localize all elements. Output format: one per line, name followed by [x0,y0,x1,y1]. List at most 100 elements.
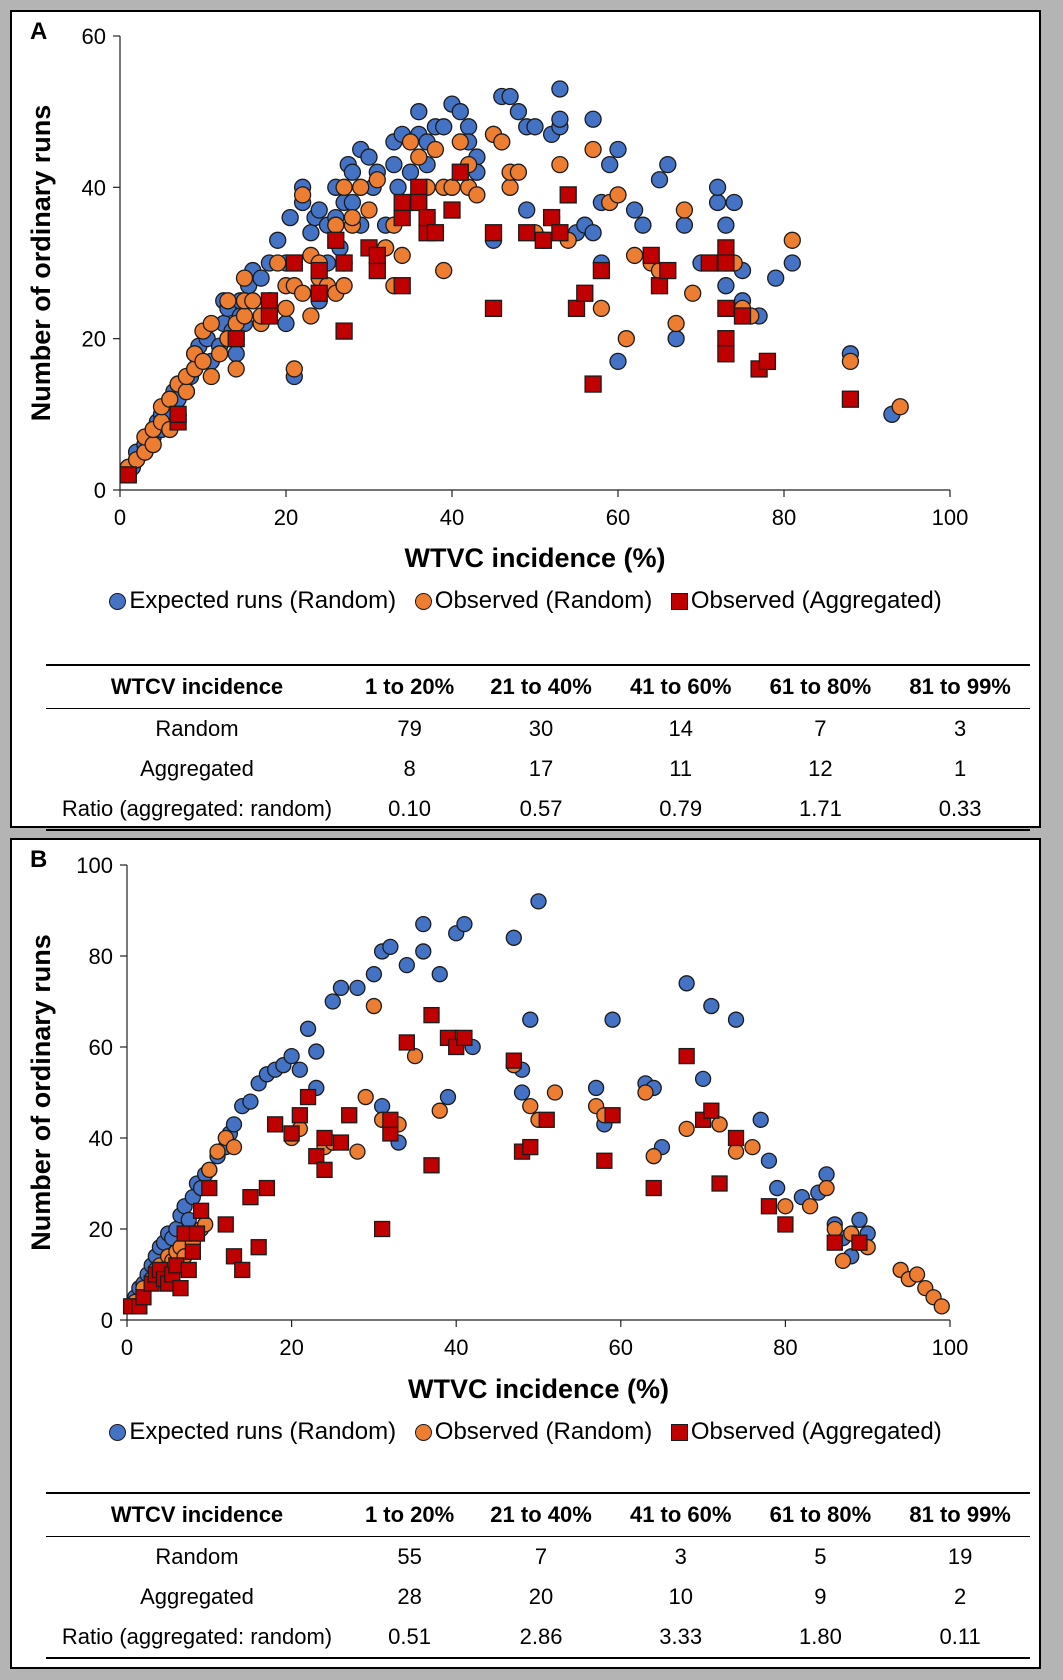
x-tick-label: 20 [279,1335,303,1360]
table-cell: 0.79 [610,789,751,831]
data-point-expected [708,193,727,212]
data-point-observed-aggregated [335,322,353,340]
data-point-expected [277,314,295,333]
panel-a-letter: A [30,18,48,45]
data-point-observed-random [410,148,428,166]
x-tick-label: 20 [274,505,298,530]
data-point-expected [752,1111,769,1128]
data-point-expected [609,140,627,159]
table-cell: 0.33 [890,789,1030,831]
table-cell: Ratio (aggregated: random) [46,789,348,831]
data-point-observed-aggregated [456,1029,473,1047]
table-cell: 0.51 [348,1617,472,1659]
table-cell: Ratio (aggregated: random) [46,1617,348,1659]
data-point-expected [283,1047,300,1065]
data-point-observed-aggregated [393,208,411,227]
table-cell: 2.86 [471,1617,611,1659]
data-point-observed-aggregated [522,1138,539,1156]
data-point-observed-aggregated [717,299,735,318]
x-tick-label: 40 [440,505,464,530]
data-point-observed-aggregated [592,261,611,280]
data-point-observed-aggregated [717,254,735,272]
data-point-observed-aggregated [717,239,735,257]
data-point-observed-random [360,201,378,219]
x-tick-label: 60 [609,1335,633,1360]
data-point-expected [382,938,399,956]
legend-observed-aggregated-b: Observed (Aggregated) [670,1418,942,1446]
data-point-observed-aggregated [484,224,503,242]
table-cell: 5 [814,1544,827,1569]
data-point-expected [604,1011,621,1028]
data-point-observed-random [431,1102,448,1119]
data-point-expected [415,916,432,933]
data-point-observed-random [327,216,345,234]
table-row: Aggregated 8 17 11 12 1 [46,749,1030,789]
table-header: WTCV incidence [46,664,348,709]
legend-expected-a: Expected runs (Random) [109,587,396,615]
data-point-observed-aggregated [423,1006,440,1024]
data-point-expected [269,231,287,249]
data-point-expected [551,110,569,128]
table-header: 61 to 80% [750,1492,891,1537]
data-point-observed-aggregated [234,1261,251,1279]
data-point-expected [456,916,473,933]
data-point-observed-random [365,997,383,1015]
data-point-expected [501,87,519,106]
data-point-expected [389,178,407,196]
table-cell: 1.71 [750,789,891,831]
data-point-expected [634,216,652,234]
data-point-expected [281,208,299,227]
data-point-observed-random [393,246,411,265]
data-point-observed-aggregated [423,1157,440,1174]
data-point-observed-aggregated [596,1152,613,1169]
data-point-observed-random [202,367,220,386]
data-point-expected [708,178,727,196]
data-point-observed-random [609,186,627,204]
data-point-observed-aggregated [266,1116,284,1133]
table-header: 21 to 40% [471,664,611,709]
data-point-observed-aggregated [678,1047,695,1065]
table-cell: Aggregated [140,756,254,781]
data-point-observed-random [269,254,287,272]
expected-marker-icon [109,1423,127,1441]
data-point-observed-random [244,292,262,310]
table-cell: Random [155,1544,239,1569]
data-point-observed-aggregated [283,1125,300,1142]
data-point-observed-random [684,284,702,302]
x-tick-label: 0 [114,505,126,530]
x-tick-label: 100 [932,1335,969,1360]
y-tick-label: 40 [82,175,106,200]
data-point-expected [659,155,677,174]
data-point-observed-random [302,307,320,325]
data-point-observed-aggregated [258,1179,276,1197]
data-point-observed-aggregated [733,307,752,325]
table-header: 41 to 60% [610,1492,751,1537]
y-tick-label: 60 [89,1035,113,1060]
data-point-observed-random [293,284,312,302]
data-point-observed-random [451,133,469,151]
table-header: 61 to 80% [750,664,891,709]
data-point-observed-aggregated [443,201,461,219]
data-point-observed-aggregated [584,375,602,393]
data-point-observed-aggregated [567,299,586,318]
y-tick-label: 100 [76,853,113,878]
data-point-observed-random [335,277,353,295]
data-point-expected [302,224,320,242]
legend-expected-label: Expected runs (Random) [129,587,397,614]
legend-expected-label: Expected runs (Random) [129,1418,397,1445]
data-point-observed-random [777,1198,794,1215]
data-point-expected [343,163,362,181]
table-cell: Aggregated [140,1584,254,1609]
table-cell: 3 [674,1544,687,1569]
data-point-observed-random [667,314,685,333]
data-point-observed-aggregated [717,330,735,348]
data-point-observed-aggregated [717,345,735,363]
data-point-observed-aggregated [310,284,328,302]
data-point-observed-random [468,186,486,204]
data-point-observed-random [357,1088,374,1106]
data-point-observed-aggregated [341,1107,358,1124]
table-row: Random 55 7 3 5 19 [46,1537,1030,1578]
data-point-expected [227,345,245,363]
data-point-expected [851,1211,868,1229]
data-point-observed-aggregated [188,1225,206,1242]
